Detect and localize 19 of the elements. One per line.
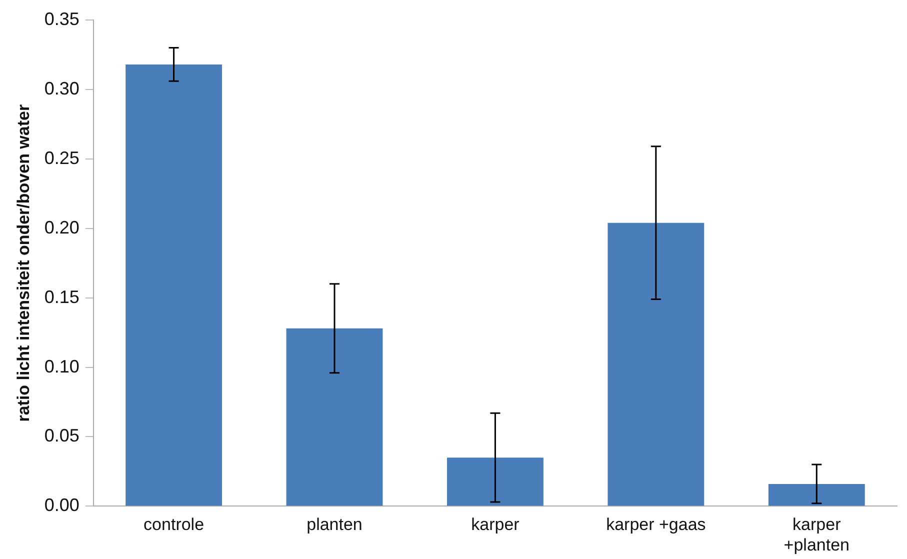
bar — [447, 458, 544, 506]
y-tick-label: 0.30 — [44, 78, 80, 98]
x-tick-label: karper +gaas — [606, 515, 706, 534]
x-tick-label: controle — [144, 515, 204, 534]
y-tick-label: 0.25 — [44, 148, 80, 168]
bar — [768, 484, 865, 506]
x-tick-label: planten — [306, 515, 362, 534]
y-tick-label: 0.35 — [44, 8, 80, 29]
x-tick-label: karper — [471, 515, 520, 534]
y-tick-label: 0.00 — [44, 495, 80, 516]
bar — [286, 328, 383, 506]
y-tick-label: 0.05 — [44, 426, 80, 446]
y-tick-label: 0.15 — [44, 286, 80, 307]
bar — [608, 222, 704, 506]
y-axis-title: ratio licht intensiteit onder/boven water — [14, 104, 33, 422]
bar — [126, 64, 222, 506]
y-tick-label: 0.10 — [44, 356, 80, 376]
x-tick-label: karper +planten — [784, 515, 850, 554]
y-tick-label: 0.20 — [44, 217, 80, 238]
